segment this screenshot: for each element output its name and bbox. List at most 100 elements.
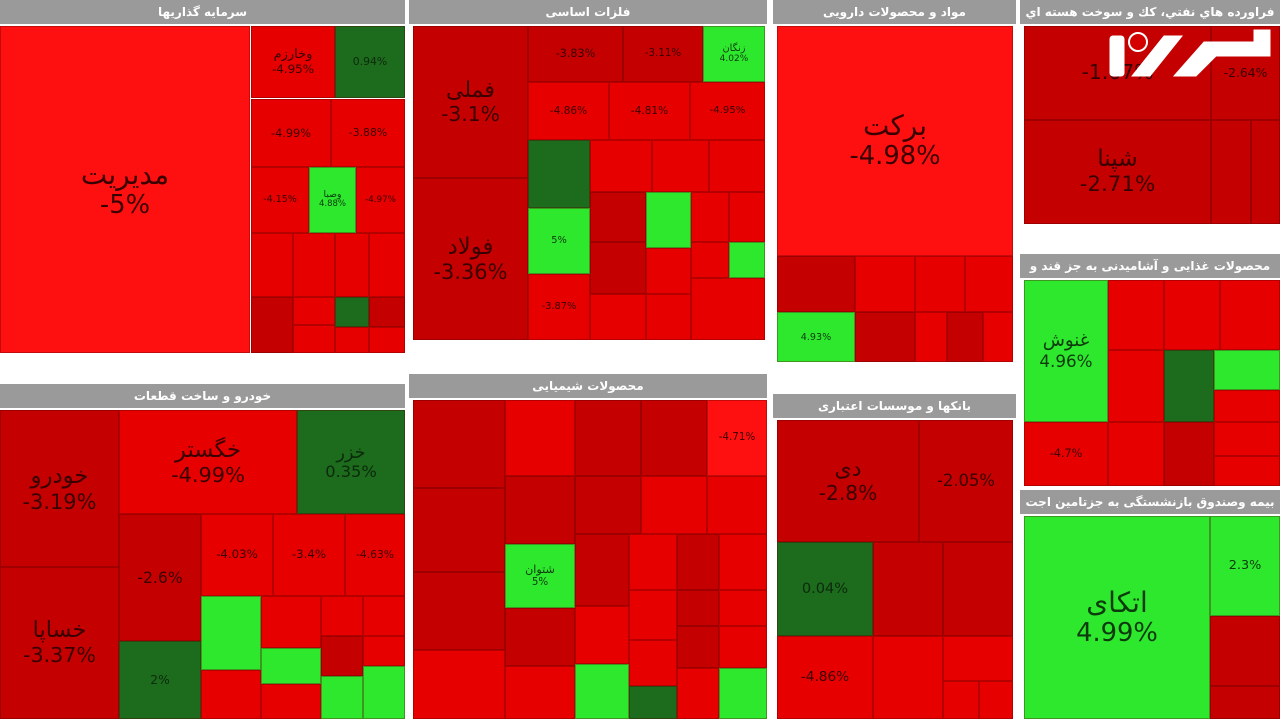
stock-tile[interactable]: اتکای 4.99%: [1024, 516, 1210, 719]
stock-tile[interactable]: [855, 312, 915, 362]
stock-tile[interactable]: [979, 681, 1013, 719]
stock-tile[interactable]: [363, 636, 405, 666]
stock-tile[interactable]: [369, 327, 405, 353]
stock-tile[interactable]: [335, 297, 369, 327]
stock-tile[interactable]: [261, 684, 321, 719]
stock-tile[interactable]: 5%: [528, 208, 590, 274]
stock-tile[interactable]: [629, 534, 677, 590]
stock-tile[interactable]: -3.4%: [273, 514, 345, 596]
stock-tile[interactable]: فولاد -3.36%: [413, 178, 528, 340]
stock-tile[interactable]: -4.95%: [690, 82, 765, 140]
stock-tile[interactable]: [505, 608, 575, 666]
stock-tile[interactable]: 0.04%: [777, 542, 873, 636]
stock-tile[interactable]: [575, 606, 629, 664]
stock-tile[interactable]: -4.71%: [707, 400, 767, 476]
stock-tile[interactable]: -2.6%: [119, 514, 201, 641]
stock-tile[interactable]: [251, 233, 293, 297]
stock-tile[interactable]: شپنا -2.71%: [1024, 120, 1211, 224]
stock-tile[interactable]: -3.83%: [528, 26, 623, 82]
stock-tile[interactable]: [707, 476, 767, 534]
stock-tile[interactable]: غنوش 4.96%: [1024, 280, 1108, 422]
stock-tile[interactable]: [652, 140, 709, 192]
stock-tile[interactable]: [915, 312, 947, 362]
stock-tile[interactable]: [201, 670, 261, 719]
stock-tile[interactable]: [691, 278, 765, 340]
stock-tile[interactable]: وخارزم -4.95%: [251, 26, 335, 98]
stock-tile[interactable]: وصبا 4.88%: [309, 167, 356, 233]
stock-tile[interactable]: [505, 476, 575, 544]
stock-tile[interactable]: [201, 596, 261, 670]
stock-tile[interactable]: [590, 192, 646, 242]
stock-tile[interactable]: [965, 256, 1013, 312]
stock-tile[interactable]: [293, 233, 335, 297]
stock-tile[interactable]: [590, 294, 646, 340]
stock-tile[interactable]: [646, 294, 691, 340]
stock-tile[interactable]: [677, 534, 719, 590]
stock-tile[interactable]: خودرو -3.19%: [0, 410, 119, 567]
stock-tile[interactable]: [719, 626, 767, 668]
stock-tile[interactable]: [873, 636, 943, 719]
stock-tile[interactable]: [1210, 616, 1280, 686]
stock-tile[interactable]: [413, 488, 505, 572]
stock-tile[interactable]: برکت -4.98%: [777, 26, 1013, 256]
stock-tile[interactable]: [691, 192, 729, 242]
stock-tile[interactable]: [293, 297, 335, 325]
stock-tile[interactable]: [1164, 280, 1220, 350]
stock-tile[interactable]: [729, 192, 765, 242]
stock-tile[interactable]: شتوان 5%: [505, 544, 575, 608]
stock-tile[interactable]: [947, 312, 983, 362]
stock-tile[interactable]: [855, 256, 915, 312]
stock-tile[interactable]: [629, 590, 677, 640]
stock-tile[interactable]: خزر 0.35%: [297, 410, 405, 514]
stock-tile[interactable]: [575, 476, 641, 534]
stock-tile[interactable]: [915, 256, 965, 312]
stock-tile[interactable]: [677, 668, 719, 719]
stock-tile[interactable]: [505, 666, 575, 719]
stock-tile[interactable]: [629, 686, 677, 719]
stock-tile[interactable]: [321, 676, 363, 719]
stock-tile[interactable]: [363, 596, 405, 636]
stock-tile[interactable]: [575, 534, 629, 606]
stock-tile[interactable]: خساپا -3.37%: [0, 567, 119, 719]
stock-tile[interactable]: [1108, 280, 1164, 350]
stock-tile[interactable]: [369, 297, 405, 327]
stock-tile[interactable]: -4.03%: [201, 514, 273, 596]
stock-tile[interactable]: [590, 242, 646, 294]
stock-tile[interactable]: [363, 666, 405, 719]
stock-tile[interactable]: -4.86%: [777, 636, 873, 719]
stock-tile[interactable]: [321, 636, 363, 676]
stock-tile[interactable]: [641, 400, 707, 476]
stock-tile[interactable]: [528, 140, 590, 208]
stock-tile[interactable]: فملی -3.1%: [413, 26, 528, 178]
stock-tile[interactable]: [575, 400, 641, 476]
stock-tile[interactable]: [1164, 350, 1214, 422]
stock-tile[interactable]: 4.93%: [777, 312, 855, 362]
stock-tile[interactable]: -3.88%: [331, 99, 405, 167]
stock-tile[interactable]: -3.87%: [528, 274, 590, 340]
stock-tile[interactable]: [777, 256, 855, 312]
stock-tile[interactable]: [719, 590, 767, 626]
stock-tile[interactable]: زنگان 4.02%: [703, 26, 765, 82]
stock-tile[interactable]: [251, 297, 293, 353]
stock-tile[interactable]: 2.3%: [1210, 516, 1280, 616]
stock-tile[interactable]: [1210, 686, 1280, 719]
stock-tile[interactable]: [641, 476, 707, 534]
stock-tile[interactable]: [943, 542, 1013, 636]
stock-tile[interactable]: [413, 572, 505, 650]
stock-tile[interactable]: -4.97%: [356, 167, 405, 233]
stock-tile[interactable]: [873, 542, 943, 636]
stock-tile[interactable]: [1211, 120, 1251, 224]
stock-tile[interactable]: [413, 400, 505, 488]
stock-tile[interactable]: [1108, 422, 1164, 486]
stock-tile[interactable]: [575, 664, 629, 719]
stock-tile[interactable]: [261, 596, 321, 648]
stock-tile[interactable]: [293, 325, 335, 353]
stock-tile[interactable]: [261, 648, 321, 684]
stock-tile[interactable]: [505, 400, 575, 476]
stock-tile[interactable]: [1214, 422, 1280, 456]
stock-tile[interactable]: [1214, 390, 1280, 422]
stock-tile[interactable]: [646, 192, 691, 248]
stock-tile[interactable]: [646, 248, 691, 294]
stock-tile[interactable]: [719, 534, 767, 590]
stock-tile[interactable]: -2.05%: [919, 420, 1013, 542]
